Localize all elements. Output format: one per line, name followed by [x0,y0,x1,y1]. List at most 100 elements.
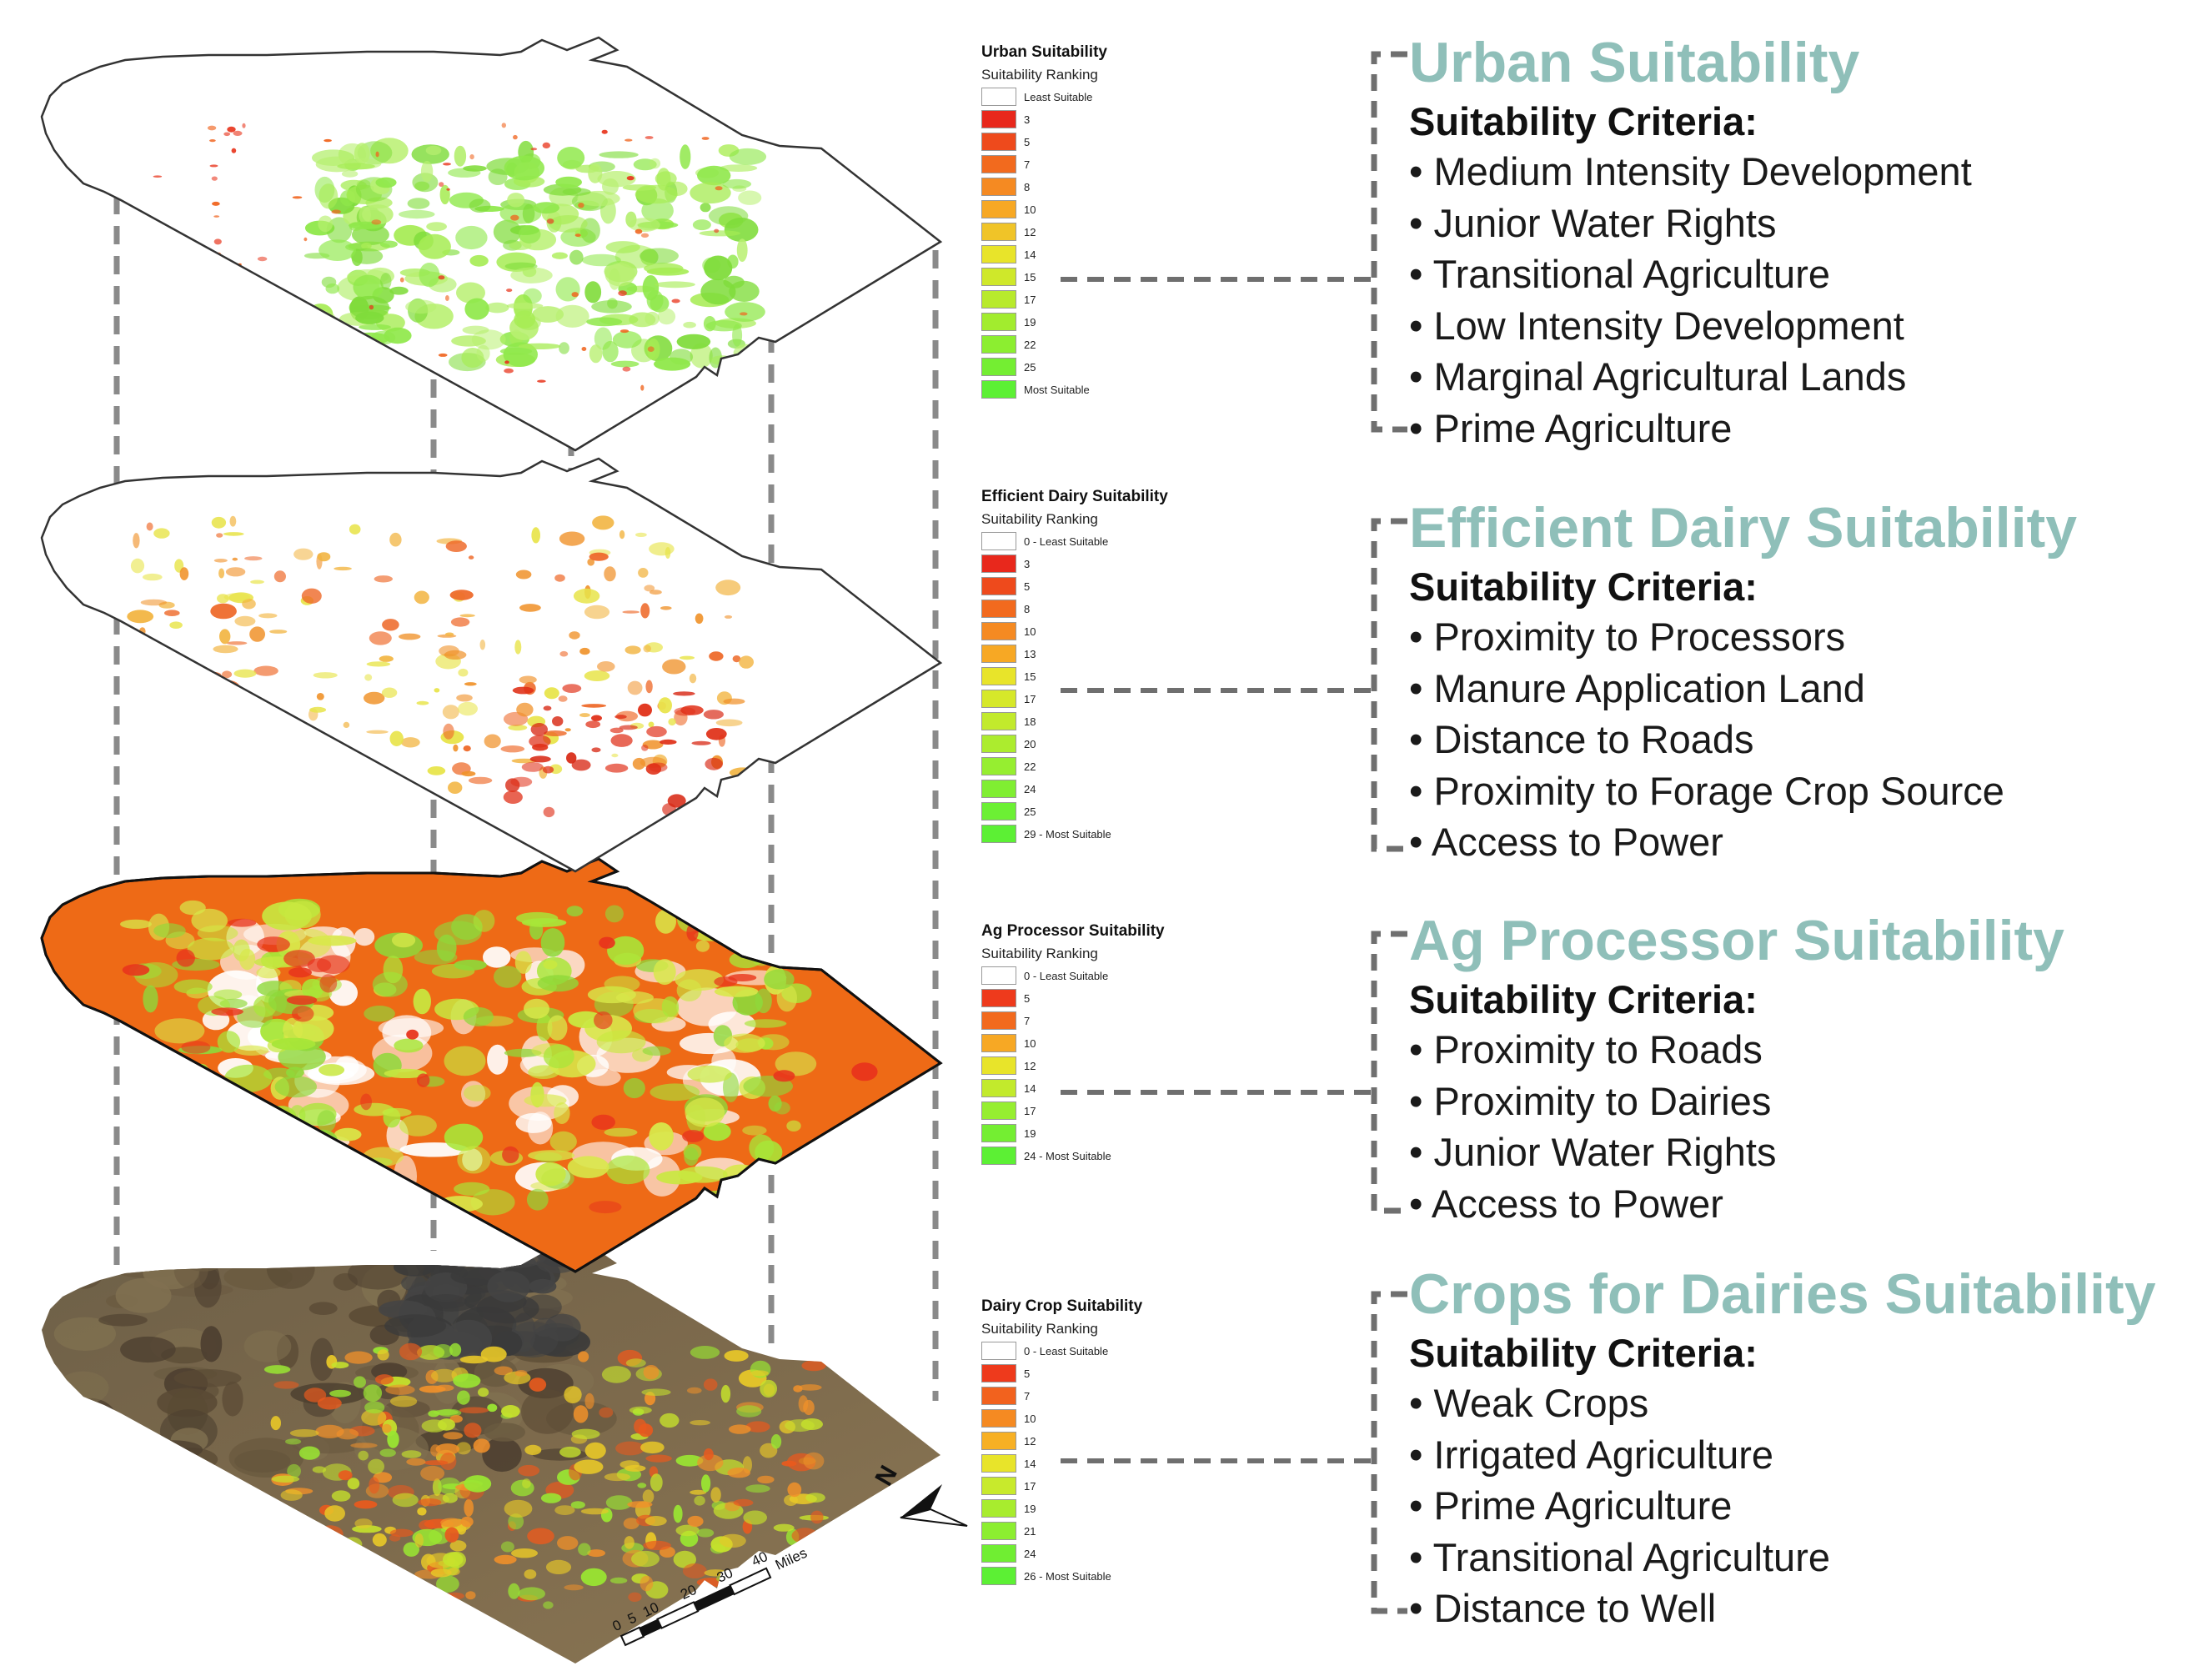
legend-item: 19 [981,1499,1256,1518]
criteria-item: Manure Application Land [1409,663,2201,715]
legend-swatch [981,1544,1016,1563]
legend-label: 0 - Least Suitable [1024,969,1109,982]
legend-label: 19 [1024,1502,1036,1515]
legend-label: 14 [1024,248,1036,261]
legend-label: 10 [1024,203,1036,216]
legend-label: 19 [1024,315,1036,329]
legend-item: 24 [981,780,1256,798]
criteria-item: Distance to Roads [1409,714,2201,765]
ag-processor-criteria-panel: Ag Processor Suitability Suitability Cri… [1409,907,2201,1229]
legend-swatch [981,200,1016,218]
criteria-brackets [1371,51,1407,1614]
panel-title: Ag Processor Suitability [1409,909,2064,972]
legend-swatch [981,88,1016,106]
legend-title: Urban Suitability [981,43,1107,61]
legend-label: 8 [1024,180,1031,193]
legend-label: 22 [1024,760,1036,773]
legend-label: Least Suitable [1024,90,1093,103]
legend-label: 19 [1024,1127,1036,1140]
criteria-item: Weak Crops [1409,1377,2201,1429]
legend-item: 8 [981,178,1256,196]
efficient-dairy-legend: Efficient Dairy Suitability Suitability … [981,488,1256,843]
legend-label: 17 [1024,1479,1036,1493]
legend-swatch [981,155,1016,173]
legend-swatch [981,178,1016,196]
crops-for-dairies-criteria-panel: Crops for Dairies Suitability Suitabilit… [1409,1261,2201,1634]
panel-title: Urban Suitability [1409,31,1860,94]
legend-label: Most Suitable [1024,383,1090,396]
legend-item: 12 [981,223,1256,241]
efficient-dairy-criteria-panel: Efficient Dairy Suitability Suitability … [1409,494,2201,868]
legend-label: 5 [1024,580,1031,593]
legend-item: 18 [981,712,1256,730]
legend-swatch [981,1056,1016,1075]
legend-item: 21 [981,1522,1256,1540]
ag-processor-suitability-map [40,857,943,1273]
legend-item: 5 [981,577,1256,595]
efficient-dairy-suitability-map [40,457,943,873]
legend-label: 13 [1024,647,1036,660]
legend-item: 17 [981,1101,1256,1120]
legend-item: 26 - Most Suitable [981,1567,1256,1585]
legend-label: 15 [1024,670,1036,683]
legend-item: 29 - Most Suitable [981,825,1256,843]
legend-label: 24 - Most Suitable [1024,1149,1111,1162]
urban-criteria-panel: Urban Suitability Suitability Criteria: … [1409,29,2201,454]
leader-lines [1061,277,1372,1463]
urban-legend: Urban Suitability Suitability Ranking Le… [981,43,1256,399]
legend-label: 21 [1024,1524,1036,1538]
legend-item: 15 [981,268,1256,286]
legend-swatch [981,802,1016,820]
legend-label: 3 [1024,557,1031,570]
criteria-item: Marginal Agricultural Lands [1409,351,2201,403]
legend-label: 8 [1024,602,1031,615]
legend-item: 13 [981,645,1256,663]
legend-title: Efficient Dairy Suitability [981,488,1168,505]
criteria-item: Access to Power [1409,1178,2201,1230]
north-arrow: N [870,1461,968,1527]
legend-swatch [981,757,1016,775]
criteria-item: Proximity to Forage Crop Source [1409,765,2201,817]
legend-label: 7 [1024,158,1031,171]
legend-item: 25 [981,802,1256,820]
criteria-item: Proximity to Dairies [1409,1076,2201,1127]
legend-item: 19 [981,1124,1256,1142]
dairy-crop-suitability-map [42,1251,940,1663]
legend-subtitle: Suitability Ranking [981,67,1098,83]
criteria-item: Proximity to Processors [1409,611,2201,663]
legend-swatch [981,645,1016,663]
legend-label: 5 [1024,1367,1031,1380]
legend-item: 8 [981,600,1256,618]
legend-item: 12 [981,1056,1256,1075]
legend-label: 10 [1024,1036,1036,1050]
legend-item: 7 [981,1011,1256,1030]
legend-label: 14 [1024,1081,1036,1095]
legend-label: 17 [1024,1104,1036,1117]
legend-item: 14 [981,245,1256,263]
legend-swatch [981,989,1016,1007]
legend-item: 3 [981,554,1256,573]
legend-label: 26 - Most Suitable [1024,1569,1111,1583]
criteria-item: Junior Water Rights [1409,198,2201,249]
legend-label: 0 - Least Suitable [1024,1344,1109,1357]
criteria-item: Proximity to Roads [1409,1024,2201,1076]
legend-label: 5 [1024,991,1031,1005]
legend-swatch [981,1387,1016,1405]
legend-item: 19 [981,313,1256,331]
legend-item: 12 [981,1432,1256,1450]
legend-item: 24 - Most Suitable [981,1147,1256,1165]
legend-swatch [981,1499,1016,1518]
legend-label: 12 [1024,1059,1036,1072]
panel-title: Crops for Dairies Suitability [1409,1262,2156,1326]
legend-label: 7 [1024,1389,1031,1403]
legend-item: 3 [981,110,1256,128]
legend-item: 7 [981,1387,1256,1405]
criteria-item: Prime Agriculture [1409,403,2201,454]
legend-swatch [981,1011,1016,1030]
legend-item: 17 [981,290,1256,309]
legend-title: Dairy Crop Suitability [981,1297,1143,1315]
criteria-item: Medium Intensity Development [1409,146,2201,198]
legend-swatch [981,966,1016,985]
legend-swatch [981,600,1016,618]
